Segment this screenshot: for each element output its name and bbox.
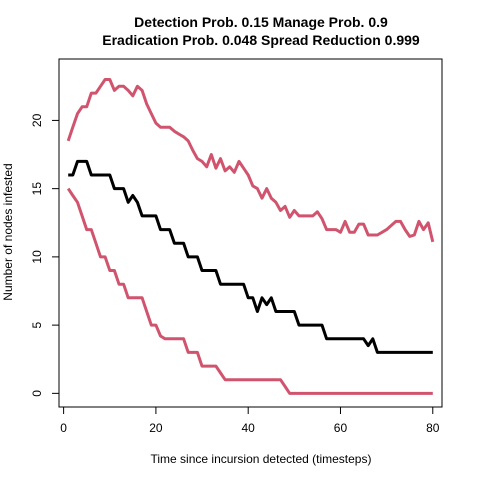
x-axis-label: Time since incursion detected (timesteps… [151, 452, 372, 466]
series-line-0 [66, 78, 435, 243]
x-tick-label-3: 60 [334, 421, 348, 435]
y-tick-label-0: 0 [30, 390, 44, 397]
y-tick-label-4: 20 [30, 113, 44, 127]
x-tick-label-2: 40 [242, 421, 256, 435]
y-tick-label-3: 15 [30, 182, 44, 196]
series-line-2 [66, 187, 433, 395]
series-line-1 [68, 159, 433, 354]
x-tick-label-1: 20 [149, 421, 163, 435]
plot-frame [58, 58, 443, 408]
x-tick-label-0: 0 [60, 421, 67, 435]
x-tick-label-4: 80 [426, 421, 440, 435]
plot-area: 0 20 40 60 80 0 5 10 15 20 [30, 58, 443, 435]
chart-title-line-1: Detection Prob. 0.15 Manage Prob. 0.9 [134, 14, 388, 30]
y-axis-label: Number of nodes infested [1, 163, 15, 300]
y-tick-label-2: 10 [30, 250, 44, 264]
chart-title-line-2: Eradication Prob. 0.048 Spread Reduction… [102, 32, 420, 48]
y-tick-label-1: 5 [30, 321, 44, 328]
